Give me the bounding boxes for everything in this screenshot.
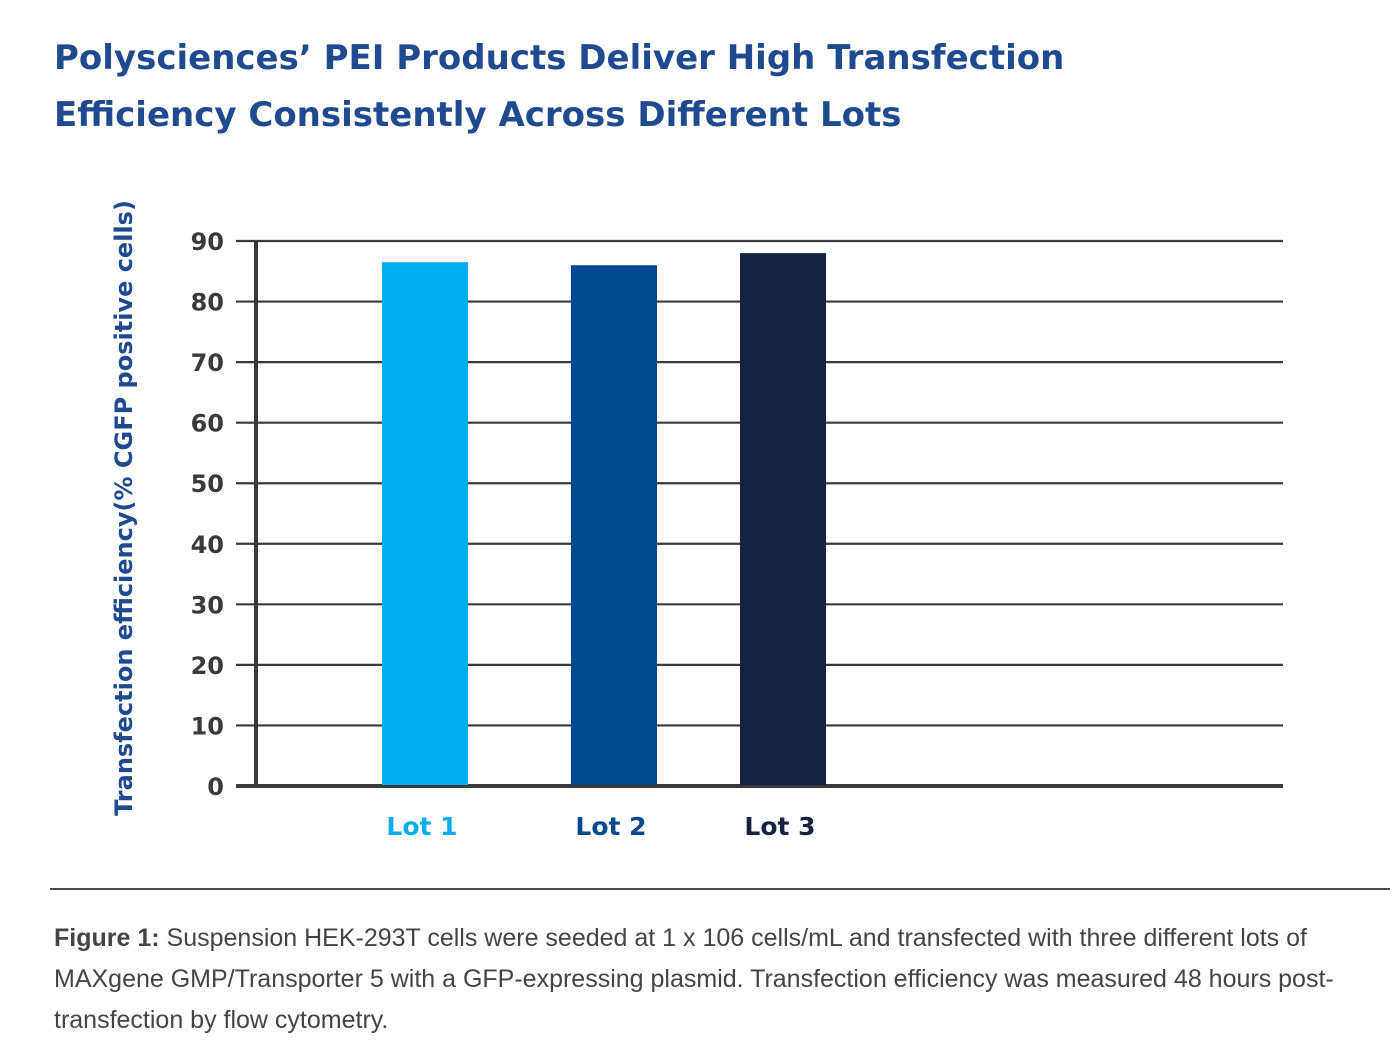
- chart-title: Polysciences’ PEI Products Deliver High …: [54, 30, 1354, 144]
- chart-title-line-2: Efficiency Consistently Across Different…: [54, 95, 902, 135]
- y-tick-label-40: 40: [191, 531, 224, 559]
- y-axis-label: Transfection efficiency(% CGFP positive …: [110, 200, 138, 816]
- chart-title-line-1: Polysciences’ PEI Products Deliver High …: [54, 38, 1065, 78]
- bar-chart: 0 10 20 30 40 50 60 70 80 90 Lot 1 Lot 2 Lot 3 Transf…: [110, 200, 1283, 841]
- y-tick-label-0: 0: [207, 773, 224, 801]
- y-tick-label-10: 10: [191, 712, 224, 740]
- y-tick-label-30: 30: [191, 591, 224, 619]
- bar-lot-2: [571, 265, 657, 785]
- y-tick-label-60: 60: [191, 410, 224, 438]
- y-tick-label-80: 80: [191, 289, 224, 317]
- bar-lot-1: [382, 262, 468, 785]
- figure-caption-text: Suspension HEK-293T cells were seeded at…: [54, 924, 1334, 1034]
- figure-caption: Figure 1: Suspension HEK-293T cells were…: [54, 918, 1384, 1041]
- y-tick-label-90: 90: [191, 228, 224, 256]
- figure-caption-lead: Figure 1:: [54, 924, 160, 952]
- y-tick-label-20: 20: [191, 652, 224, 680]
- y-tick-label-50: 50: [191, 470, 224, 498]
- x-tick-label-lot-1: Lot 1: [386, 812, 457, 841]
- y-tick-label-70: 70: [191, 349, 224, 377]
- x-tick-label-lot-2: Lot 2: [575, 812, 646, 841]
- bar-lot-3: [740, 253, 826, 786]
- x-tick-label-lot-3: Lot 3: [744, 812, 815, 841]
- caption-divider: [50, 888, 1390, 890]
